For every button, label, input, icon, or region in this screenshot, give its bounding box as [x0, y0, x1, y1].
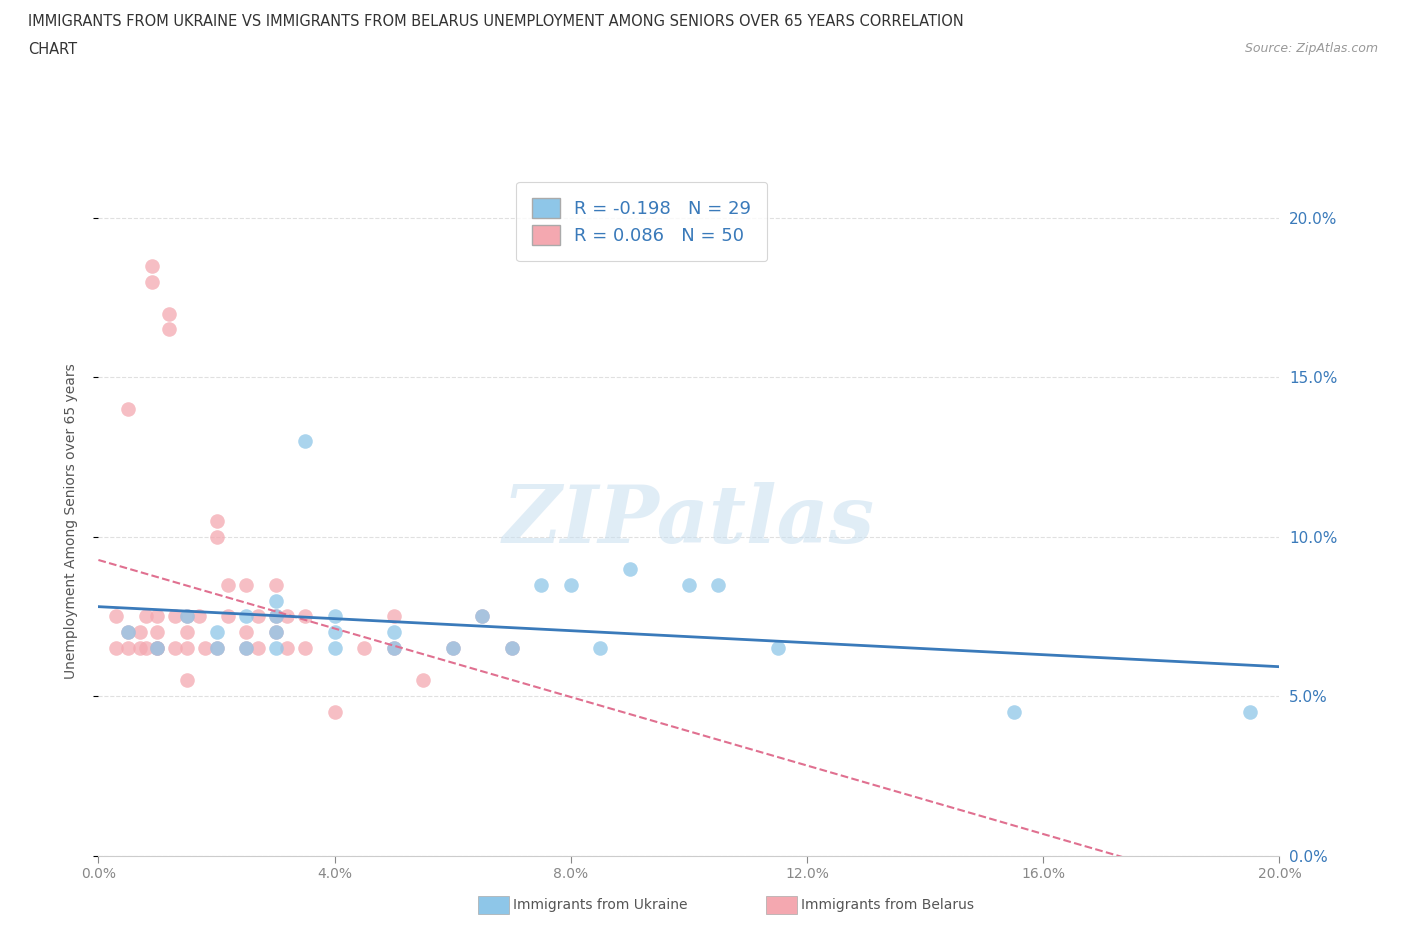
Point — [323, 609, 346, 624]
Point — [217, 578, 239, 592]
Point — [276, 609, 298, 624]
Point — [471, 609, 494, 624]
Point — [146, 609, 169, 624]
Point — [1002, 705, 1025, 720]
Point — [146, 641, 169, 656]
Point — [707, 578, 730, 592]
Point — [1239, 705, 1261, 720]
Point — [501, 641, 523, 656]
Text: IMMIGRANTS FROM UKRAINE VS IMMIGRANTS FROM BELARUS UNEMPLOYMENT AMONG SENIORS OV: IMMIGRANTS FROM UKRAINE VS IMMIGRANTS FR… — [28, 14, 965, 29]
Point — [530, 578, 553, 592]
Point — [146, 625, 169, 640]
Point — [217, 609, 239, 624]
Text: CHART: CHART — [28, 42, 77, 57]
Point — [128, 641, 150, 656]
Point — [382, 641, 405, 656]
Point — [235, 641, 257, 656]
Point — [105, 641, 128, 656]
Point — [441, 641, 464, 656]
Text: Immigrants from Ukraine: Immigrants from Ukraine — [513, 897, 688, 912]
Point — [157, 306, 180, 321]
Point — [264, 641, 287, 656]
Point — [323, 625, 346, 640]
Point — [117, 402, 139, 417]
Point — [471, 609, 494, 624]
Point — [441, 641, 464, 656]
Point — [235, 625, 257, 640]
Point — [264, 625, 287, 640]
Point — [141, 274, 163, 289]
Legend: R = -0.198   N = 29, R = 0.086   N = 50: R = -0.198 N = 29, R = 0.086 N = 50 — [516, 181, 768, 261]
Point — [165, 641, 187, 656]
Point — [135, 641, 157, 656]
Point — [105, 609, 128, 624]
Point — [205, 641, 228, 656]
Point — [353, 641, 375, 656]
Text: Source: ZipAtlas.com: Source: ZipAtlas.com — [1244, 42, 1378, 55]
Point — [294, 433, 316, 448]
Point — [187, 609, 209, 624]
Point — [246, 641, 269, 656]
Point — [146, 641, 169, 656]
Point — [501, 641, 523, 656]
Point — [176, 641, 198, 656]
Point — [560, 578, 582, 592]
Point — [176, 609, 198, 624]
Point — [264, 609, 287, 624]
Point — [205, 625, 228, 640]
Point — [117, 641, 139, 656]
Text: Immigrants from Belarus: Immigrants from Belarus — [801, 897, 974, 912]
Point — [246, 609, 269, 624]
Point — [128, 625, 150, 640]
Point — [382, 641, 405, 656]
Point — [382, 625, 405, 640]
Text: ZIPatlas: ZIPatlas — [503, 482, 875, 560]
Point — [205, 641, 228, 656]
Point — [766, 641, 789, 656]
Point — [141, 259, 163, 273]
Point — [589, 641, 612, 656]
Point — [205, 513, 228, 528]
Point — [294, 609, 316, 624]
Point — [235, 578, 257, 592]
Point — [205, 529, 228, 544]
Point — [382, 609, 405, 624]
Point — [194, 641, 217, 656]
Point — [165, 609, 187, 624]
Point — [264, 609, 287, 624]
Y-axis label: Unemployment Among Seniors over 65 years: Unemployment Among Seniors over 65 years — [63, 363, 77, 679]
Point — [323, 641, 346, 656]
Point — [678, 578, 700, 592]
Point — [135, 609, 157, 624]
Point — [294, 641, 316, 656]
Point — [157, 322, 180, 337]
Point — [176, 609, 198, 624]
Point — [176, 672, 198, 687]
Point — [117, 625, 139, 640]
Point — [117, 625, 139, 640]
Point — [412, 672, 434, 687]
Point — [264, 625, 287, 640]
Point — [264, 593, 287, 608]
Point — [276, 641, 298, 656]
Point — [235, 641, 257, 656]
Point — [264, 578, 287, 592]
Point — [323, 705, 346, 720]
Point — [619, 561, 641, 576]
Point — [176, 625, 198, 640]
Point — [235, 609, 257, 624]
Point — [146, 641, 169, 656]
